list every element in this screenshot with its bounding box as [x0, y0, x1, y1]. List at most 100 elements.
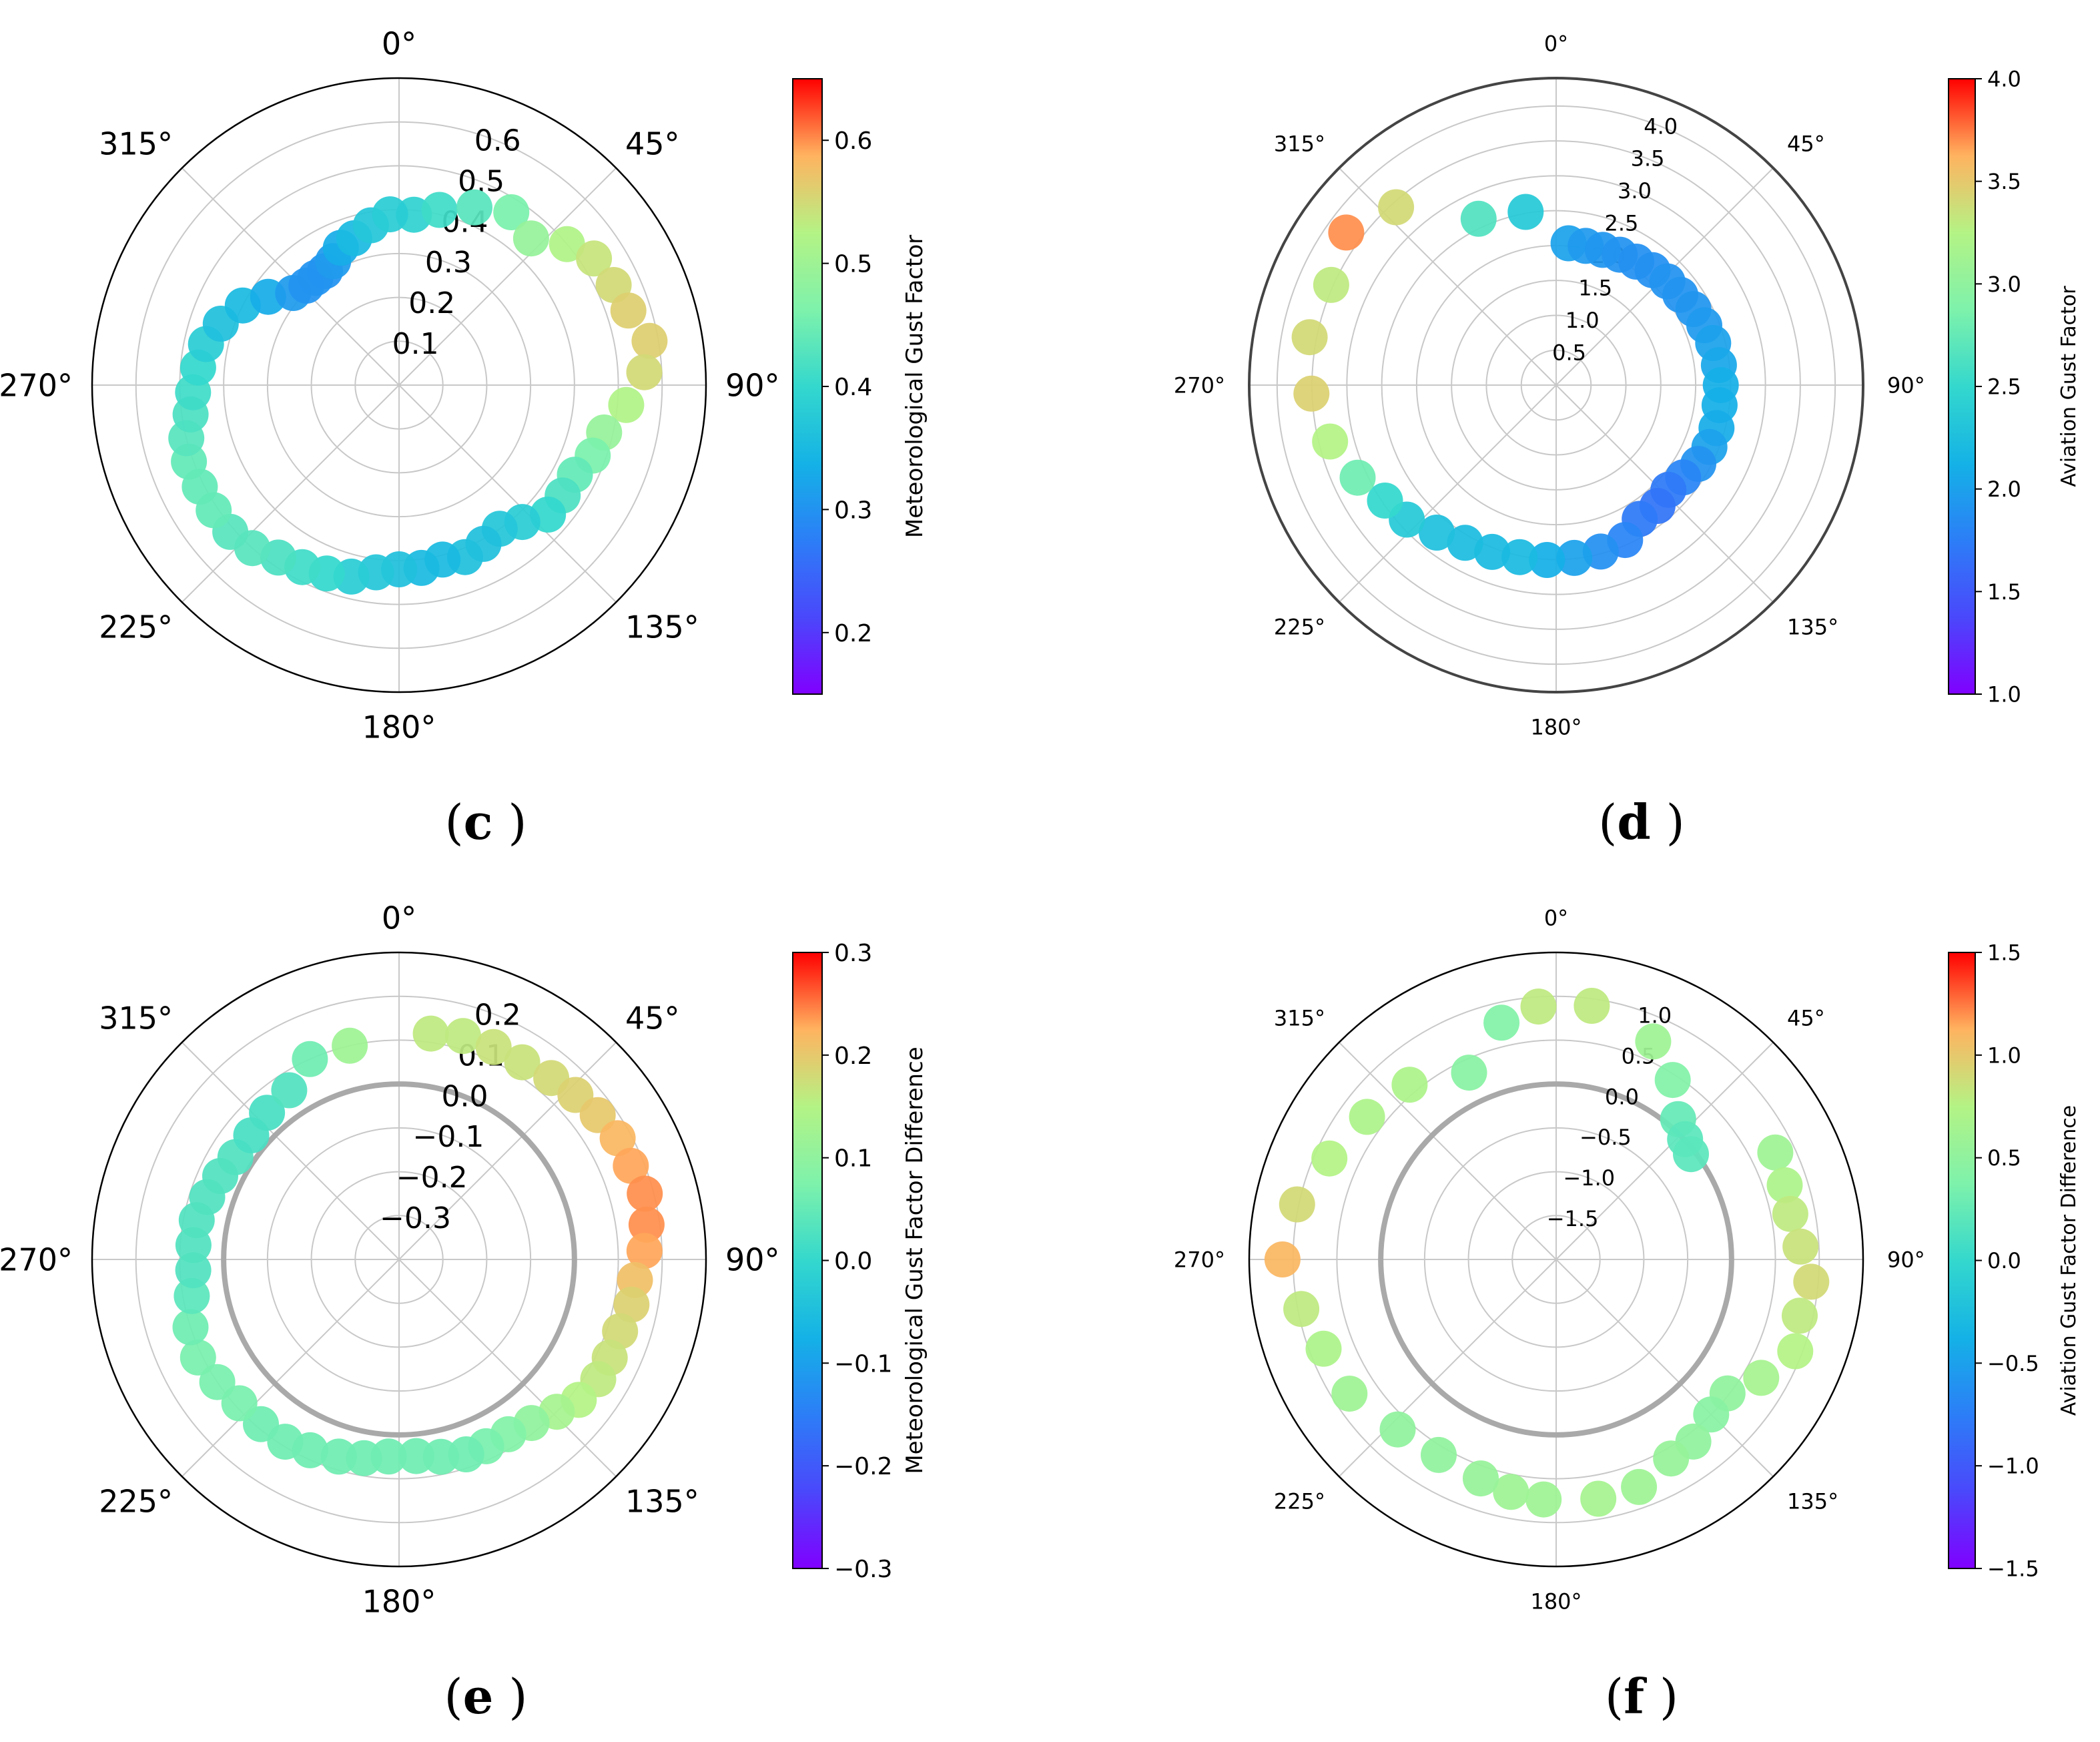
polar-outline [91, 951, 707, 1568]
theta-tick-label: 270° [1174, 373, 1225, 398]
r-tick-label: 2.5 [1604, 211, 1638, 236]
colorbar-tick-label: 1.0 [1987, 1043, 2021, 1068]
colorbar-tick-label: −1.0 [1987, 1454, 2039, 1479]
colorbar-gradient [1948, 78, 1976, 695]
colorbar-label: Aviation Gust Factor Difference [2057, 1105, 2081, 1416]
r-tick-label: −0.3 [380, 1201, 451, 1235]
data-point [398, 1438, 434, 1474]
r-tick-label: 1.5 [1578, 276, 1612, 301]
r-tick-label: 3.0 [1618, 178, 1652, 204]
theta-tick-label: 225° [99, 1484, 173, 1520]
data-point [456, 189, 492, 226]
data-point [1653, 1440, 1690, 1477]
r-tick-label: 4.0 [1644, 113, 1678, 139]
data-point [292, 1041, 328, 1077]
data-point [320, 1438, 357, 1475]
data-point [271, 1072, 308, 1109]
colorbar-tick-label: 0.2 [834, 1043, 872, 1070]
colorbar-tick-label: 0.1 [834, 1145, 872, 1173]
data-point [1311, 1140, 1348, 1177]
panel-label: (c ) [445, 794, 527, 850]
theta-tick-label: 45° [1787, 1006, 1825, 1031]
data-point [504, 1044, 541, 1081]
theta-tick-labels: 0° 45° 90° 135° 180° 225° 270° 315° [0, 900, 780, 1620]
colorbar-tick-label: −0.3 [834, 1556, 892, 1583]
data-point [628, 1206, 665, 1243]
theta-tick-label: 0° [382, 26, 416, 62]
r-tick-label: 0.5 [1552, 340, 1586, 366]
r-gridline [354, 1215, 444, 1304]
theta-gridline [1555, 1259, 1774, 1477]
colorbar-gradient [792, 952, 823, 1569]
r-gridline [266, 1127, 532, 1392]
r-gridline [310, 1171, 488, 1348]
data-point [1529, 542, 1565, 578]
colorbar-tick-label: −0.5 [1987, 1351, 2039, 1376]
data-point [610, 292, 647, 329]
data-point [626, 354, 663, 390]
data-point [332, 1027, 368, 1064]
data-point [1339, 459, 1376, 496]
r-gridline [1451, 280, 1662, 491]
r-tick-label: 0.2 [408, 286, 455, 320]
data-point [475, 1029, 512, 1065]
data-point [1520, 988, 1557, 1025]
theta-gridline [1339, 1259, 1557, 1477]
data-point [1349, 1099, 1385, 1135]
theta-tick-label: 315° [1274, 1006, 1325, 1031]
r-tick-label: −0.2 [396, 1161, 468, 1195]
theta-gridline [182, 384, 400, 603]
colorbar-label: Aviation Gust Factor [2057, 286, 2081, 487]
r-tick-label: 0.2 [474, 998, 521, 1032]
theta-gridline [1339, 384, 1557, 603]
r-gridline [1485, 314, 1627, 456]
colorbar-tick-label: 3.0 [1987, 272, 2021, 297]
panel-d: 0.5 1.0 1.5 2.0 2.5 3.0 3.5 4.0 0° 45° 90° 135° 180… [1174, 31, 2081, 851]
theta-gridline [182, 1042, 400, 1260]
colorbar-tick-label: 2.5 [1987, 374, 2021, 400]
panel-letter: e [463, 1668, 494, 1725]
r-tick-label: −0.1 [412, 1120, 484, 1154]
colorbar-tick-label: −0.1 [834, 1350, 892, 1378]
panel-label: (f ) [1605, 1668, 1678, 1725]
colorbar: −1.5 −1.0 −0.5 0.0 0.5 1.0 1.5 Aviation Gust Fa… [1948, 940, 2081, 1582]
data-point [626, 1233, 663, 1269]
data-point [1777, 1333, 1814, 1370]
r-gridline [1520, 349, 1592, 421]
data-point [1757, 1134, 1794, 1171]
theta-tick-label: 90° [1887, 1247, 1925, 1273]
theta-tick-label: 225° [99, 609, 173, 645]
data-point [1291, 319, 1328, 356]
theta-gridline [398, 384, 617, 603]
data-point [1460, 200, 1497, 237]
r-gridline [354, 340, 444, 430]
colorbar-tick-label: 0.4 [834, 374, 872, 401]
theta-tick-labels: 0° 45° 90° 135° 180° 225° 270° 315° [0, 26, 780, 746]
theta-tick-labels: 0° 45° 90° 135° 180° 225° 270° 315° [1174, 906, 1925, 1615]
data-point [1378, 189, 1415, 226]
data-point [1313, 266, 1349, 303]
r-tick-label: 0.3 [425, 246, 472, 280]
data-point [613, 1147, 649, 1184]
r-tick-label: −1.5 [1547, 1206, 1599, 1231]
data-point [512, 220, 549, 257]
data-point [1782, 1228, 1819, 1265]
theta-gridline [398, 1259, 617, 1477]
theta-tick-label: 225° [1274, 1489, 1325, 1514]
polar-outline [1248, 77, 1864, 693]
data-point [599, 1120, 636, 1157]
data-point [1421, 1436, 1457, 1473]
colorbar-tick-label: 0.2 [834, 620, 872, 647]
colorbar-tick-label: 4.0 [1987, 67, 2021, 92]
reference-circle [1378, 1081, 1734, 1438]
reference-circle [221, 1081, 577, 1438]
data-point [1483, 1004, 1520, 1041]
colorbar: 0.2 0.3 0.4 0.5 0.6 Meteorological Gust Facto… [792, 78, 928, 695]
r-gridline [135, 121, 663, 649]
data-point [1493, 1474, 1529, 1510]
colorbar-tick-label: 1.5 [1987, 579, 2021, 605]
data-point [1379, 1411, 1416, 1448]
theta-tick-label: 90° [725, 368, 780, 404]
colorbar-tick-label: 0.5 [834, 251, 872, 278]
data-point [1501, 539, 1538, 575]
